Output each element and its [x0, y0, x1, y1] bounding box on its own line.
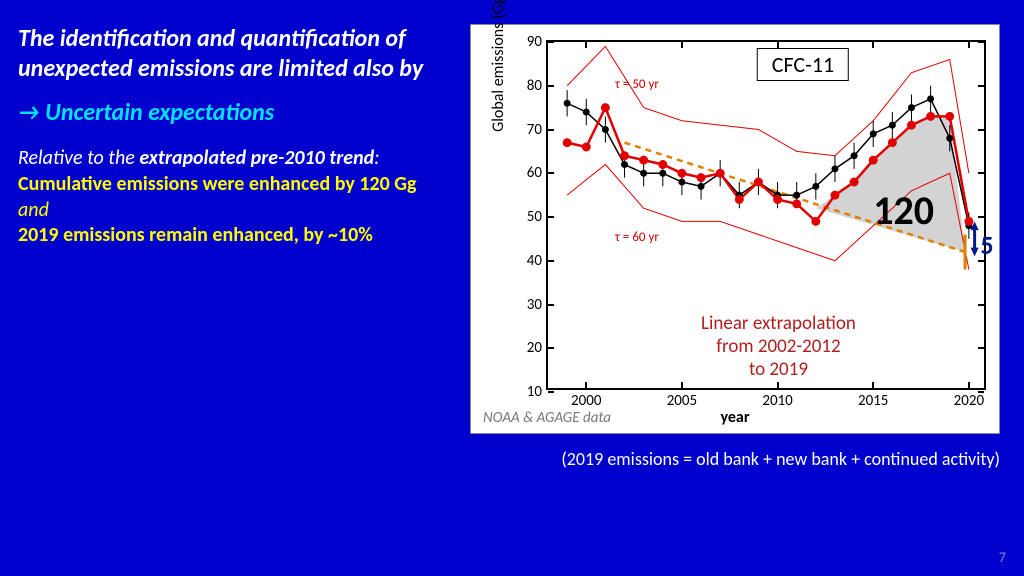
- yellow-line-1: Cumulative emissions were enhanced by 12…: [18, 171, 458, 198]
- plot-area: CFC-11 102030405060708090200020052010201…: [546, 40, 986, 390]
- chart-title: CFC-11: [757, 48, 849, 81]
- y-tick: 10: [527, 383, 542, 401]
- body-intro: Relative to the extrapolated pre-2010 tr…: [18, 145, 458, 171]
- x-tick: 2005: [667, 392, 697, 410]
- y-tick: 60: [527, 164, 542, 182]
- body-intro-a: Relative to the: [18, 146, 139, 170]
- label-5: 5: [980, 229, 993, 261]
- y-tick: 20: [527, 339, 542, 357]
- y-tick: 50: [527, 208, 542, 226]
- y-tick: 80: [527, 77, 542, 95]
- footnote: (2019 emissions = old bank + new bank + …: [561, 448, 1000, 470]
- body-intro-c: :: [374, 146, 379, 170]
- x-tick: 2020: [954, 392, 984, 410]
- slide-heading: The identification and quantification of…: [18, 24, 458, 84]
- x-axis-label: year: [720, 408, 749, 427]
- body-intro-b: extrapolated pre-2010 trend: [139, 146, 374, 170]
- yellow-line-2: 2019 emissions remain enhanced, by ~10%: [18, 222, 458, 249]
- x-tick: 2015: [858, 392, 888, 410]
- label-120: 120: [873, 186, 934, 235]
- x-tick: 2000: [571, 392, 601, 410]
- y-tick: 30: [527, 296, 542, 314]
- x-tick: 2010: [762, 392, 792, 410]
- page-number: 7: [999, 549, 1006, 566]
- tau50-label: τ = 50 yr: [615, 77, 659, 92]
- y-tick: 70: [527, 121, 542, 139]
- data-source: NOAA & AGAGE data: [483, 409, 611, 427]
- y-tick: 40: [527, 252, 542, 270]
- and-word: and: [18, 198, 458, 222]
- tau60-label: τ = 60 yr: [615, 230, 659, 245]
- extrapolation-label: Linear extrapolationfrom 2002-2012to 201…: [701, 313, 856, 381]
- arrow-line: → Uncertain expectations: [18, 98, 458, 127]
- y-axis-label: Global emissions (Gg yr⁻¹): [489, 0, 508, 132]
- chart-panel: Global emissions (Gg yr⁻¹) CFC-11 102030…: [470, 24, 1000, 434]
- y-tick: 90: [527, 33, 542, 51]
